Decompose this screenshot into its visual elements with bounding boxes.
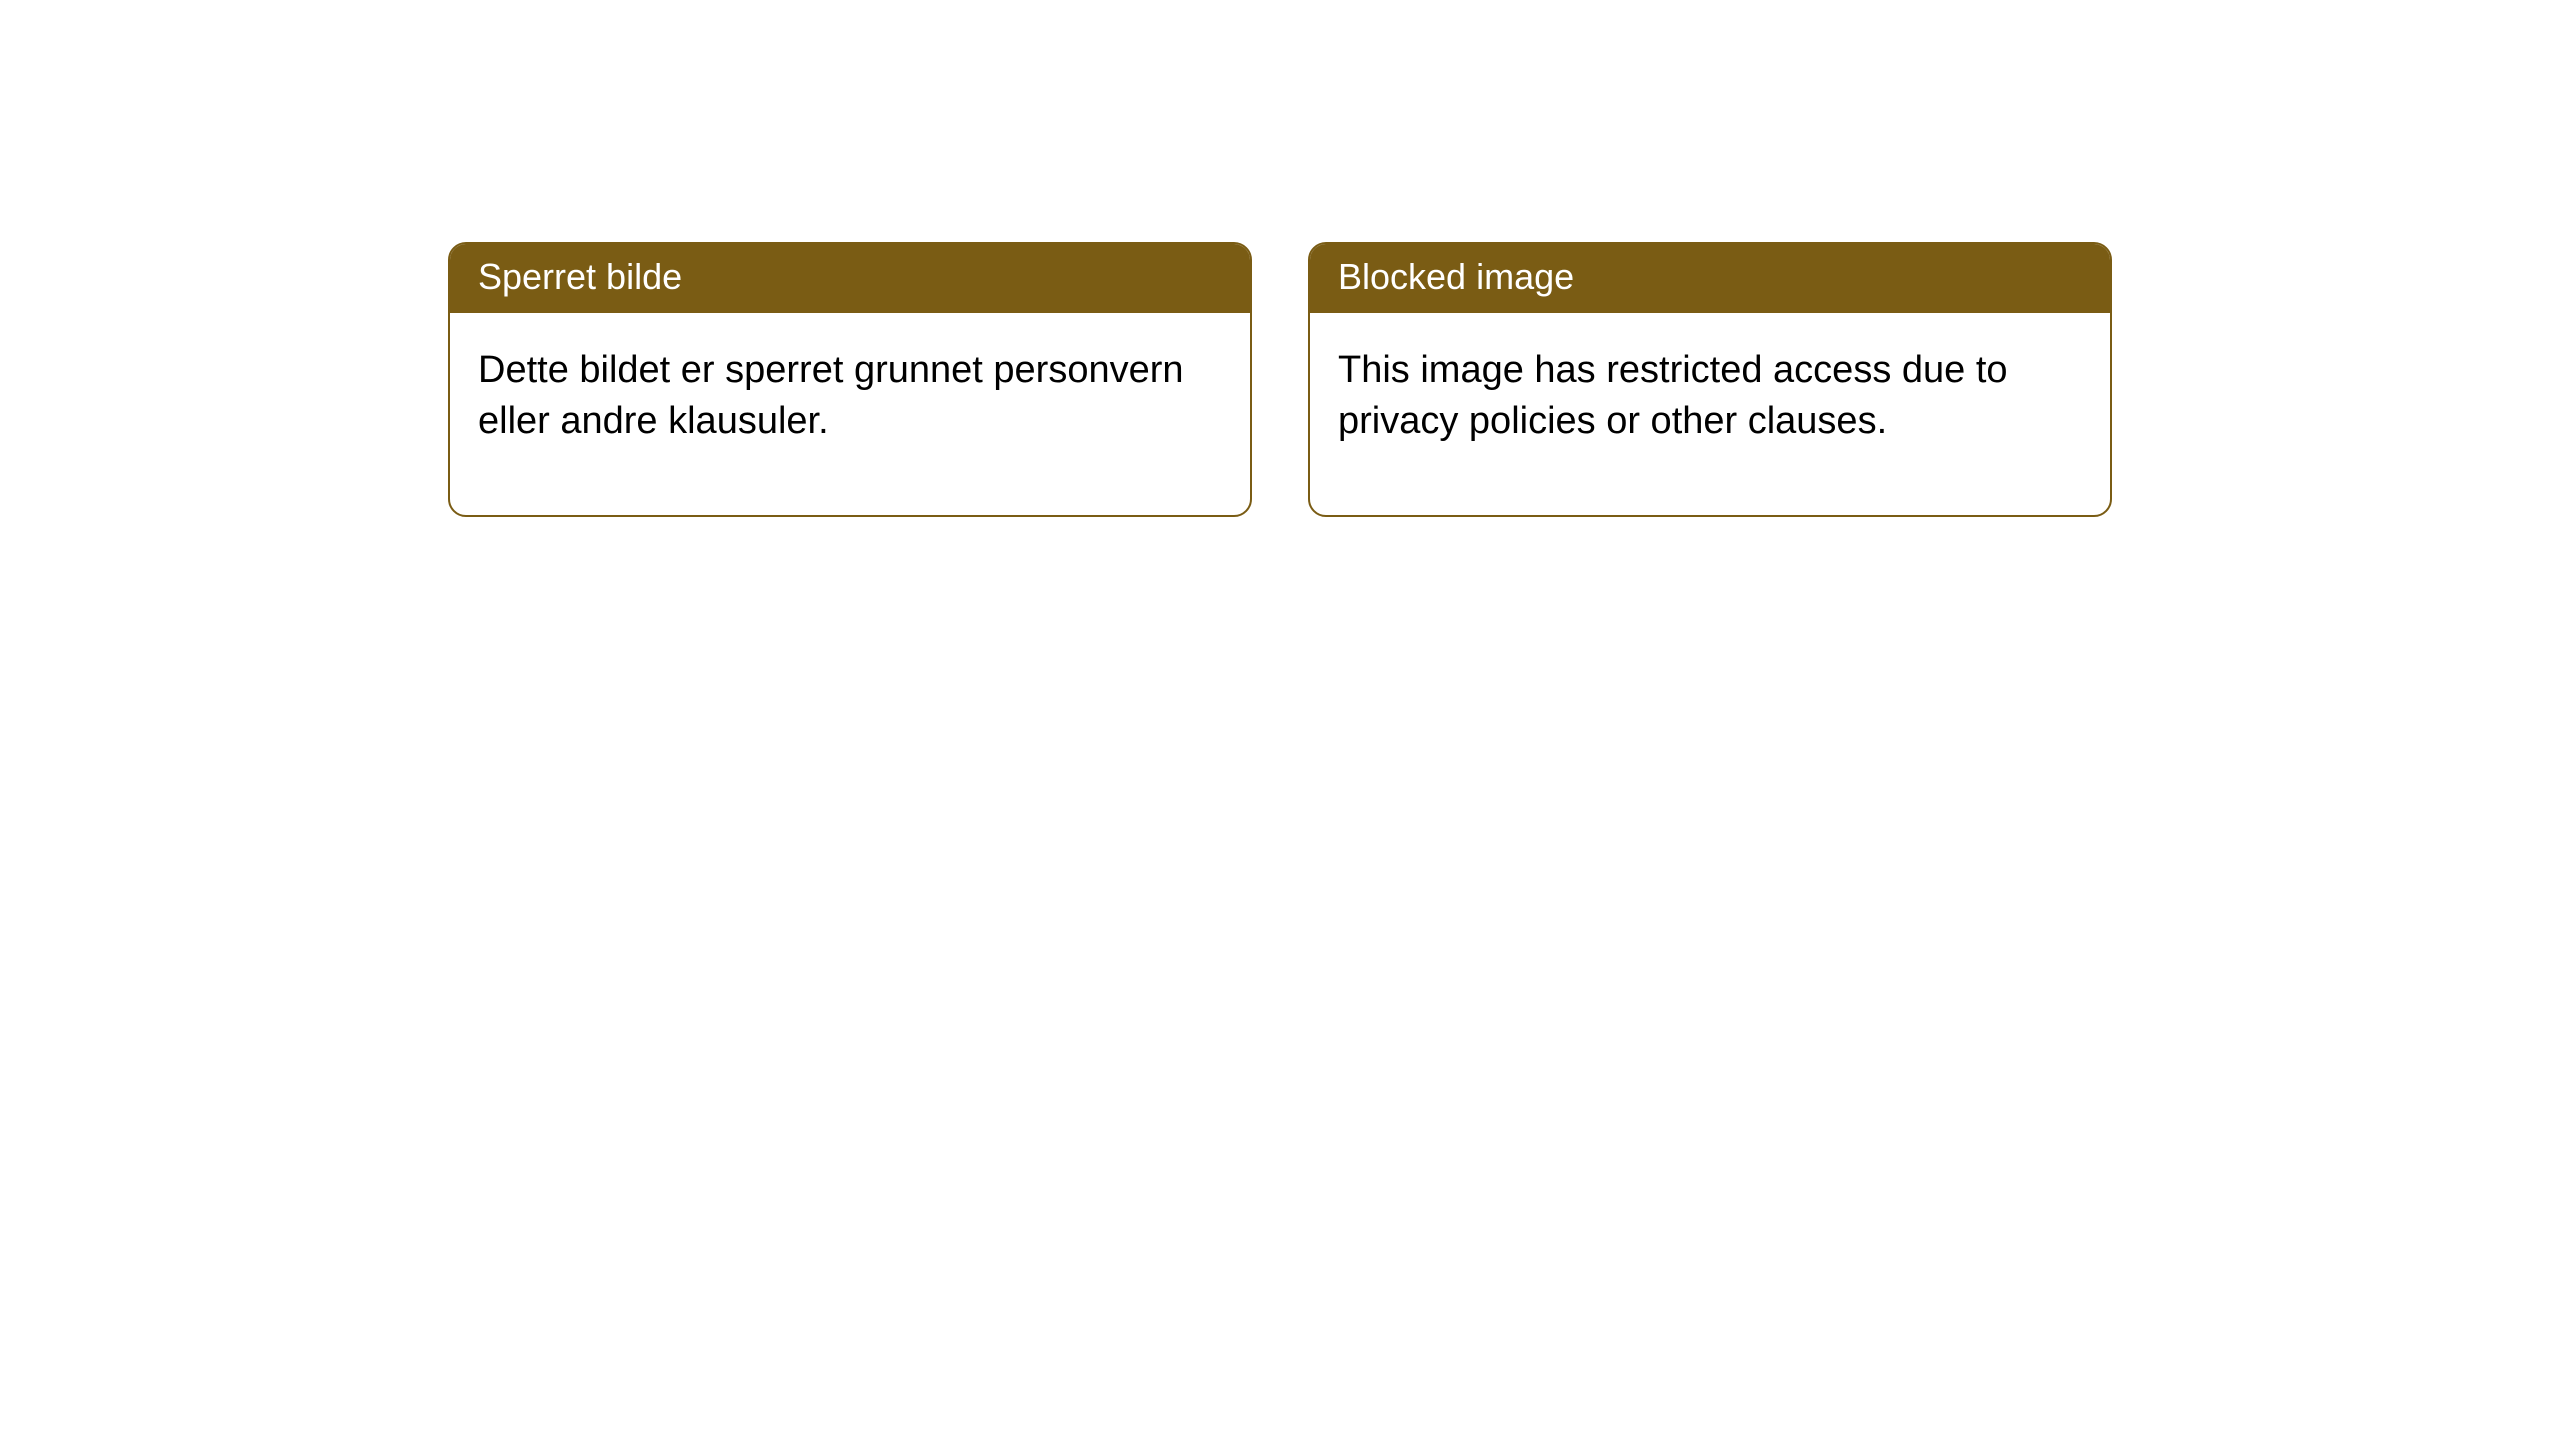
notice-card-english: Blocked image This image has restricted …	[1308, 242, 2112, 517]
notice-title: Sperret bilde	[450, 244, 1250, 313]
notice-title: Blocked image	[1310, 244, 2110, 313]
notice-body: This image has restricted access due to …	[1310, 313, 2110, 516]
notice-card-norwegian: Sperret bilde Dette bildet er sperret gr…	[448, 242, 1252, 517]
notice-body: Dette bildet er sperret grunnet personve…	[450, 313, 1250, 516]
notice-container: Sperret bilde Dette bildet er sperret gr…	[0, 0, 2560, 517]
